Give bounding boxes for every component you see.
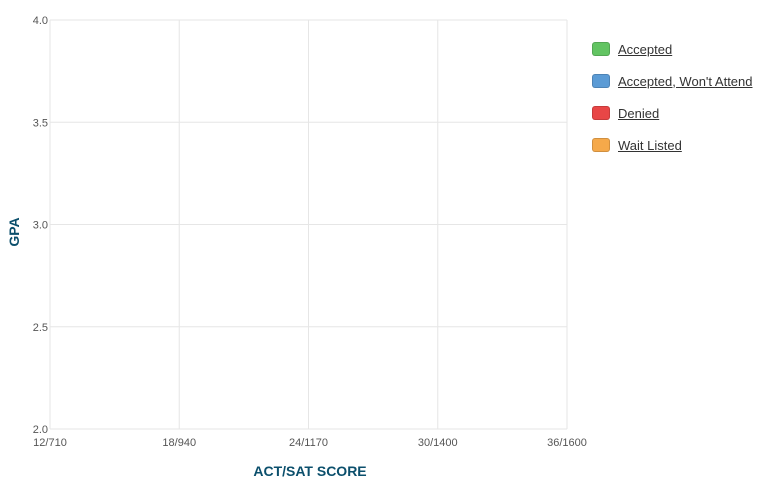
legend-swatch-denied: [592, 106, 610, 120]
x-axis-title: ACT/SAT SCORE: [253, 463, 366, 479]
x-tick-label: 12/710: [33, 437, 67, 449]
legend-label: Accepted: [618, 41, 673, 57]
legend-label: Denied: [618, 105, 660, 121]
y-axis-ticks: 2.0 2.5 3.0 3.5 4.0: [33, 15, 48, 436]
y-tick-label: 4.0: [33, 15, 48, 27]
grid-lines: [49, 19, 568, 430]
x-tick-label: 30/1400: [418, 437, 458, 449]
y-tick-label: 2.5: [33, 322, 48, 334]
legend-swatch-accepted-wont-attend: [592, 74, 610, 88]
legend-item-denied[interactable]: Denied: [592, 97, 768, 129]
y-tick-label: 2.0: [33, 424, 48, 436]
legend-swatch-wait-listed: [592, 138, 610, 152]
y-tick-label: 3.5: [33, 117, 48, 129]
legend: Accepted Accepted, Won't Attend Denied W…: [592, 33, 768, 161]
legend-item-wait-listed[interactable]: Wait Listed: [592, 129, 768, 161]
y-tick-label: 3.0: [33, 220, 48, 232]
legend-label: Accepted, Won't Attend: [618, 73, 753, 89]
x-axis-ticks: 12/710 18/940 24/1170 30/1400 36/1600: [33, 437, 587, 449]
x-tick-label: 24/1170: [289, 437, 328, 449]
x-tick-label: 36/1600: [547, 437, 587, 449]
legend-item-accepted[interactable]: Accepted: [592, 33, 768, 65]
legend-label: Wait Listed: [618, 137, 682, 153]
legend-swatch-accepted: [592, 42, 610, 56]
legend-item-accepted-wont-attend[interactable]: Accepted, Won't Attend: [592, 65, 768, 97]
x-tick-label: 18/940: [162, 437, 196, 449]
y-axis-title: GPA: [6, 217, 22, 246]
